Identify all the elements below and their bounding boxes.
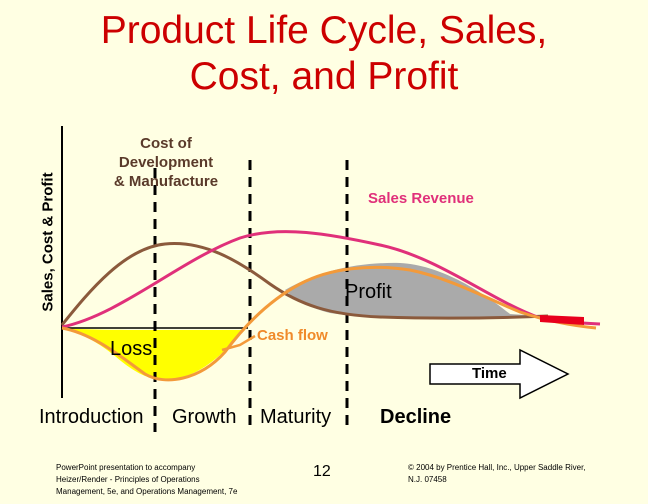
cost-label-line-1: Cost of	[140, 135, 192, 152]
cash-flow-curve	[61, 265, 597, 382]
cost-label: Cost of Development & Manufacture	[96, 134, 236, 191]
title-line-1: Product Life Cycle, Sales,	[100, 9, 548, 52]
phase-maturity: Maturity	[260, 406, 332, 428]
footer-copyright: © 2004 by Prentice Hall, Inc., Upper Sad…	[408, 462, 586, 486]
footer-citation-line-2: Heizer/Render - Principles of Operations	[56, 475, 200, 484]
loss-label: Loss	[110, 338, 153, 360]
footer-copyright-line-1: © 2004 by Prentice Hall, Inc., Upper Sad…	[408, 463, 586, 472]
cost-curve	[60, 242, 549, 326]
loss-area	[62, 328, 245, 381]
profit-area	[285, 262, 540, 318]
cost-label-line-3: & Manufacture	[113, 173, 219, 190]
time-label: Time	[472, 365, 507, 382]
footer-citation: PowerPoint presentation to accompany Hei…	[56, 462, 237, 498]
y-axis-label: Sales, Cost & Profit	[39, 172, 57, 312]
phase-introduction: Introduction	[39, 406, 144, 428]
profit-label: Profit	[345, 281, 392, 303]
page-number: 12	[313, 463, 331, 480]
cost-label-line-2: Development	[118, 154, 214, 171]
footer-copyright-line-2: N.J. 07458	[408, 475, 447, 484]
phase-growth: Growth	[172, 406, 237, 428]
slide-title: Product Life Cycle, Sales, Cost, and Pro…	[0, 8, 648, 100]
footer-citation-line-1: PowerPoint presentation to accompany	[56, 463, 196, 472]
time-arrow	[429, 348, 570, 400]
phase-decline: Decline	[380, 406, 452, 428]
decline-tail	[540, 315, 584, 325]
cash-flow-pointer	[221, 334, 256, 352]
sales-revenue-label: Sales Revenue	[368, 190, 474, 207]
cash-flow-label: Cash flow	[257, 327, 328, 344]
title-line-2: Cost, and Profit	[189, 55, 459, 98]
footer-citation-line-3: Management, 5e, and Operations Managemen…	[56, 487, 238, 496]
